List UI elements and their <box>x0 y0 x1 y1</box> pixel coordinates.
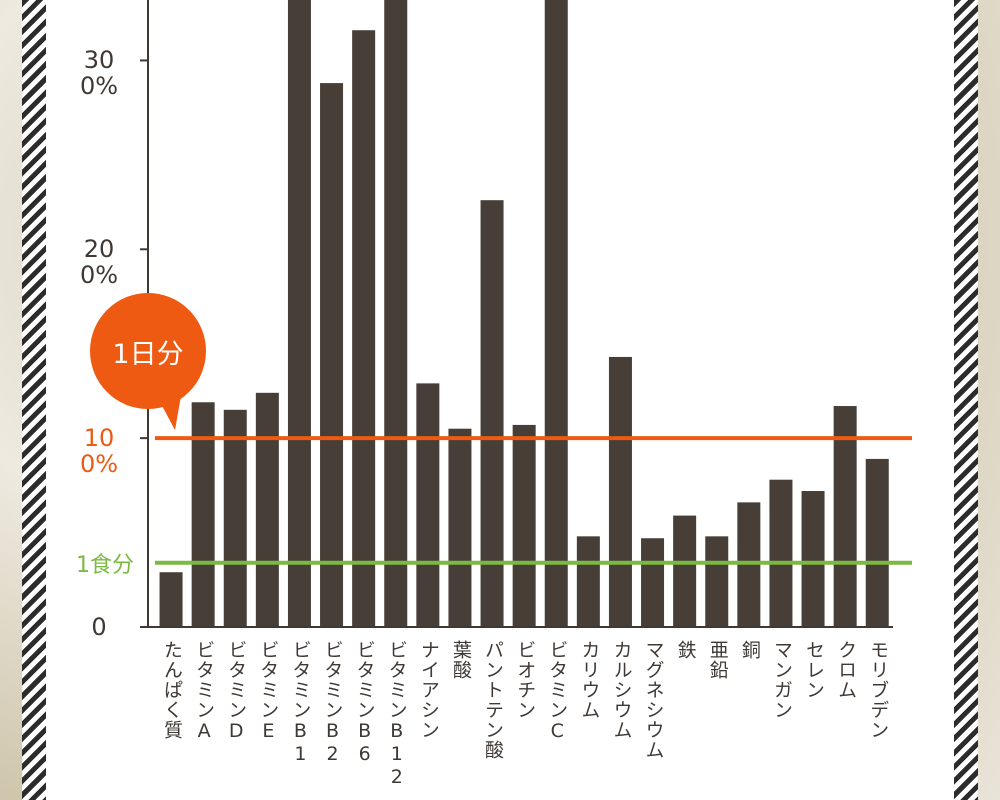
x-tick-label: 鉄 <box>674 640 697 660</box>
x-tick-label: ビタミンB2 <box>321 640 344 766</box>
bar <box>223 409 247 627</box>
bar <box>865 458 889 627</box>
bar <box>576 536 600 627</box>
bar <box>641 538 665 627</box>
x-tick-label: 亜鉛 <box>706 640 729 680</box>
bar <box>255 392 279 627</box>
x-tick-label: ビタミンB6 <box>353 640 376 766</box>
x-tick-label: ビタミンE <box>257 640 280 743</box>
x-tick-label: カリウム <box>578 640 601 720</box>
bar <box>801 491 825 627</box>
bar <box>191 402 215 627</box>
x-tick-label: ビオチン <box>514 640 537 720</box>
x-tick-label: たんぱく質 <box>161 640 184 740</box>
bar <box>769 479 793 627</box>
y-tick-label: 300% <box>79 46 119 101</box>
x-tick-label: クロム <box>835 640 858 700</box>
y-tick-label: 0 <box>91 613 107 641</box>
bar <box>320 83 344 628</box>
x-tick-label: セレン <box>803 640 826 700</box>
callout: 1日分 <box>90 293 206 410</box>
x-tick-label: マグネシウム <box>642 640 665 760</box>
bar <box>512 424 536 627</box>
bar <box>673 515 697 627</box>
x-tick-label: ナイアシン <box>417 640 440 740</box>
border-stripe <box>22 0 46 800</box>
bar <box>448 428 472 627</box>
reference-label: 1食分 <box>76 552 134 578</box>
x-tick-label: 銅 <box>738 640 761 660</box>
x-tick-label: カルシウム <box>610 640 633 740</box>
x-tick-label: ビタミンB1 <box>289 640 312 766</box>
y-tick-label: 200% <box>79 235 119 290</box>
bar <box>608 356 632 627</box>
x-tick-label: ビタミンB12 <box>385 640 408 789</box>
bar <box>544 0 568 627</box>
x-tick-label: 葉酸 <box>449 640 472 680</box>
bar <box>287 0 311 627</box>
bar <box>833 406 857 627</box>
x-tick-label: マンガン <box>770 640 793 720</box>
x-tick-label: ビタミンA <box>193 640 216 743</box>
x-tick-label: モリブデン <box>867 640 890 740</box>
y-tick-label: 100% <box>79 424 119 479</box>
bar <box>480 200 504 627</box>
x-tick-label: ビタミンD <box>225 640 248 743</box>
x-tick-label: パントテン酸 <box>482 640 505 760</box>
border-stripe <box>954 0 978 800</box>
x-tick-label: ビタミンC <box>546 640 569 743</box>
bar <box>159 572 183 627</box>
bar <box>705 536 729 627</box>
bar <box>384 0 408 627</box>
bar <box>352 30 376 628</box>
bar <box>416 383 440 627</box>
